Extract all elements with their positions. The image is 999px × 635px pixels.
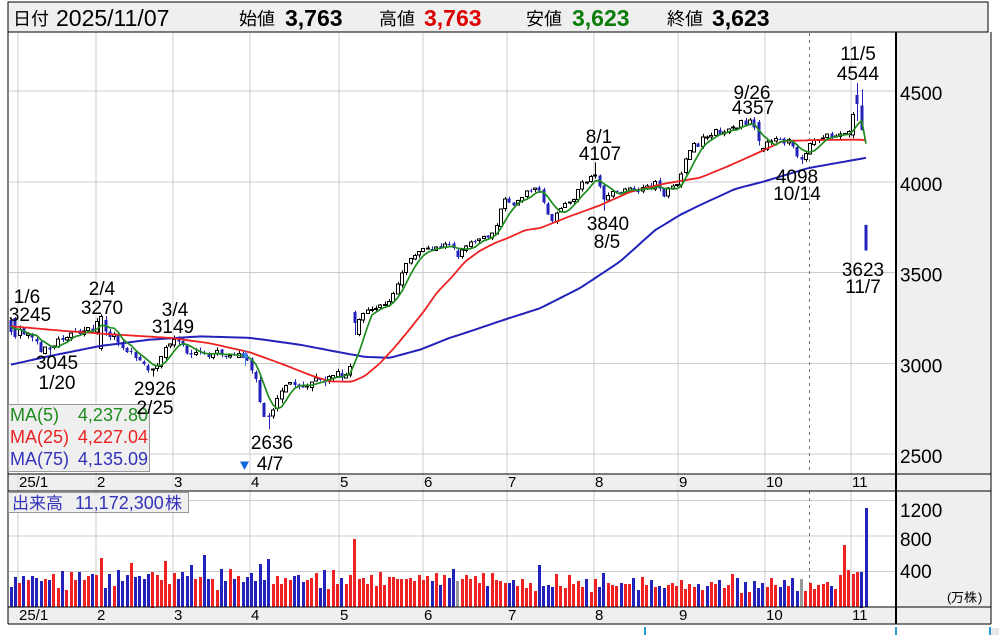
svg-text:3270: 3270	[81, 298, 123, 319]
svg-text:3,763: 3,763	[424, 5, 482, 31]
svg-text:6: 6	[424, 607, 432, 624]
svg-text:3: 3	[174, 474, 182, 491]
svg-text:9: 9	[679, 474, 687, 491]
svg-text:4098: 4098	[776, 167, 818, 188]
svg-text:3500: 3500	[900, 266, 942, 287]
svg-text:3245: 3245	[9, 305, 51, 326]
svg-text:3/4: 3/4	[162, 300, 189, 321]
svg-text:3840: 3840	[587, 214, 629, 235]
svg-text:7: 7	[508, 607, 516, 624]
svg-text:8/5: 8/5	[594, 232, 620, 253]
svg-text:MA(75): MA(75)	[10, 449, 69, 469]
svg-text:3000: 3000	[900, 356, 942, 377]
svg-text:): )	[978, 590, 982, 605]
svg-text:3045: 3045	[36, 353, 78, 374]
svg-text:4: 4	[251, 607, 259, 624]
svg-text:4,135.09: 4,135.09	[78, 449, 148, 469]
svg-text:5: 5	[340, 607, 348, 624]
svg-text:800: 800	[900, 530, 932, 551]
svg-text:4000: 4000	[900, 175, 942, 196]
svg-text:5: 5	[340, 474, 348, 491]
svg-text:10/14: 10/14	[773, 184, 821, 205]
svg-text:3,623: 3,623	[572, 5, 630, 31]
svg-text:2/25: 2/25	[137, 398, 174, 419]
svg-text:4,227.04: 4,227.04	[78, 427, 148, 447]
svg-text:4: 4	[251, 474, 259, 491]
svg-text:10: 10	[766, 474, 783, 491]
svg-text:2500: 2500	[900, 447, 942, 468]
svg-text:11/5: 11/5	[840, 44, 876, 65]
svg-text:MA(5): MA(5)	[10, 405, 59, 425]
svg-text:4,237.80: 4,237.80	[78, 405, 148, 425]
svg-text:1200: 1200	[900, 501, 942, 522]
svg-text:6: 6	[424, 474, 432, 491]
svg-text:2/4: 2/4	[89, 279, 116, 300]
svg-text:4/7: 4/7	[257, 454, 283, 475]
svg-text:4357: 4357	[732, 98, 774, 119]
svg-text:7: 7	[508, 474, 516, 491]
svg-text:11/7: 11/7	[845, 277, 881, 298]
svg-text:25/1: 25/1	[19, 607, 48, 624]
svg-text:25/1: 25/1	[19, 474, 48, 491]
svg-text:2025/11/07: 2025/11/07	[56, 5, 169, 31]
svg-text:400: 400	[900, 562, 932, 583]
svg-text:2926: 2926	[134, 379, 176, 400]
svg-text:(: (	[947, 590, 952, 605]
svg-text:3,623: 3,623	[712, 5, 770, 31]
svg-text:4500: 4500	[900, 84, 942, 105]
svg-text:8: 8	[595, 474, 603, 491]
svg-text:2: 2	[97, 474, 105, 491]
svg-text:10: 10	[766, 607, 783, 624]
svg-text:3,763: 3,763	[285, 5, 343, 31]
svg-text:1/6: 1/6	[14, 287, 40, 308]
svg-text:3623: 3623	[842, 260, 884, 281]
svg-text:11: 11	[852, 474, 868, 491]
svg-text:4544: 4544	[837, 64, 880, 85]
svg-text:11,172,300: 11,172,300	[75, 493, 164, 513]
svg-text:9: 9	[679, 607, 687, 624]
svg-text:1/20: 1/20	[39, 373, 76, 394]
svg-text:3149: 3149	[152, 317, 194, 338]
svg-text:3: 3	[174, 607, 182, 624]
svg-text:11: 11	[852, 607, 868, 624]
svg-text:2: 2	[97, 607, 105, 624]
svg-text:8: 8	[595, 607, 603, 624]
svg-text:9/26: 9/26	[734, 83, 771, 104]
svg-text:2636: 2636	[251, 433, 293, 454]
svg-text:MA(25): MA(25)	[10, 427, 69, 447]
svg-text:4107: 4107	[579, 144, 621, 165]
svg-text:8/1: 8/1	[586, 127, 612, 148]
